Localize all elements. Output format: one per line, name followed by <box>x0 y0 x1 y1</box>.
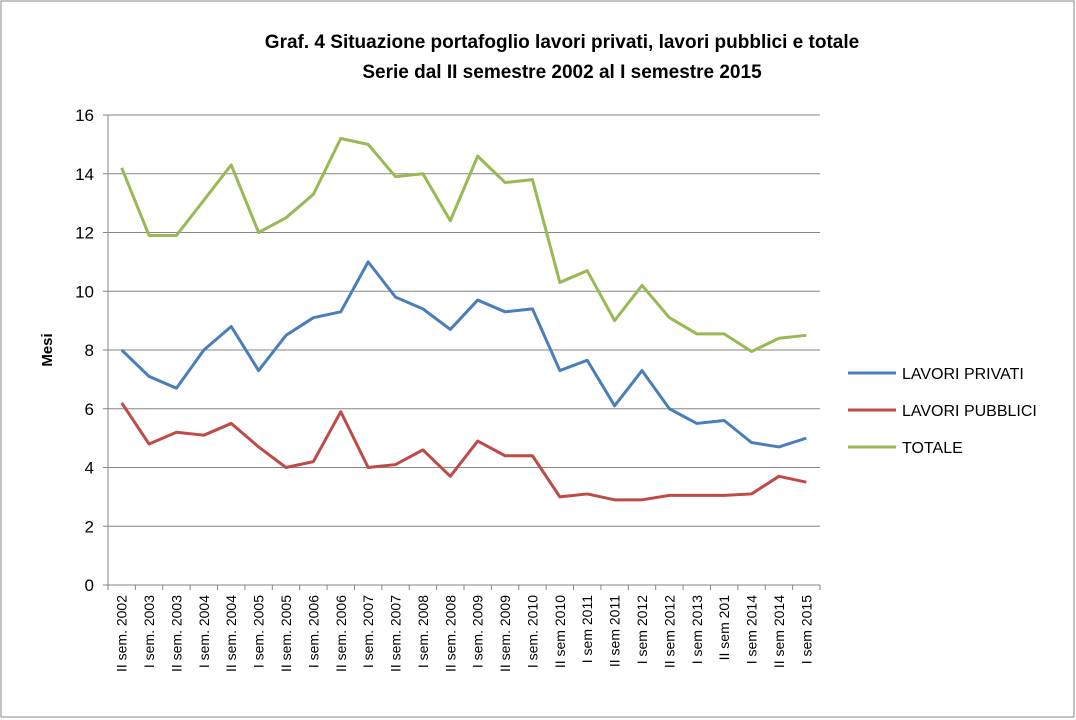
y-tick-label: 8 <box>85 341 94 360</box>
y-tick-label: 10 <box>75 282 94 301</box>
series-line <box>120 402 807 502</box>
y-tick-label: 0 <box>85 576 94 595</box>
x-tick-label: I sem 2014 <box>744 595 760 664</box>
x-tick-label: II sem. 2008 <box>442 595 458 672</box>
x-tick-label: I sem 2012 <box>634 595 650 664</box>
x-tick-label: I sem. 2006 <box>305 595 321 668</box>
y-tick-label: 2 <box>85 517 94 536</box>
y-tick-label: 6 <box>85 400 94 419</box>
series-line <box>120 260 807 449</box>
x-tick-label: II sem 2011 <box>607 595 623 667</box>
y-tick-label: 16 <box>75 106 94 125</box>
x-tick-label: II sem. 2007 <box>388 595 404 672</box>
x-tick-label: II sem 2012 <box>661 595 677 668</box>
series-line <box>120 137 807 353</box>
x-tick-label: II sem. 2005 <box>278 595 294 672</box>
x-tick-label: II sem. 2002 <box>114 595 130 672</box>
x-tick-label: II sem. 2006 <box>333 595 349 672</box>
x-tick-label: I sem. 2004 <box>196 595 212 668</box>
x-tick-label: I sem. 2010 <box>524 595 540 668</box>
x-tick-label: I sem 2011 <box>579 595 595 663</box>
x-tick-label: II sem 2010 <box>552 595 568 668</box>
x-tick-label: II sem 201 <box>716 595 732 661</box>
x-tick-label: II sem 2014 <box>771 595 787 668</box>
x-tick-label: II sem. 2003 <box>168 595 184 672</box>
x-tick-label: I sem 2015 <box>798 595 814 664</box>
y-axis-label: Mesi <box>39 333 56 366</box>
y-tick-label: 4 <box>85 459 94 478</box>
x-tick-label: II sem. 2009 <box>497 595 513 672</box>
x-tick-label: I sem. 2008 <box>415 595 431 668</box>
chart-title: Graf. 4 Situazione portafoglio lavori pr… <box>265 32 859 53</box>
x-tick-label: I sem. 2003 <box>141 595 157 668</box>
x-tick-label: I sem. 2005 <box>251 595 267 668</box>
x-tick-label: I sem 2013 <box>689 595 705 664</box>
x-tick-label: I sem. 2009 <box>470 595 486 668</box>
y-tick-label: 14 <box>75 165 94 184</box>
y-tick-label: 12 <box>75 224 94 243</box>
chart-subtitle: Serie dal II semestre 2002 al I semestre… <box>362 62 762 83</box>
legend-label: LAVORI PRIVATI <box>902 366 1024 383</box>
x-tick-label: I sem. 2007 <box>360 595 376 668</box>
legend-label: LAVORI PUBBLICI <box>902 403 1037 420</box>
legend-label: TOTALE <box>902 440 963 457</box>
x-tick-label: II sem. 2004 <box>223 595 239 672</box>
